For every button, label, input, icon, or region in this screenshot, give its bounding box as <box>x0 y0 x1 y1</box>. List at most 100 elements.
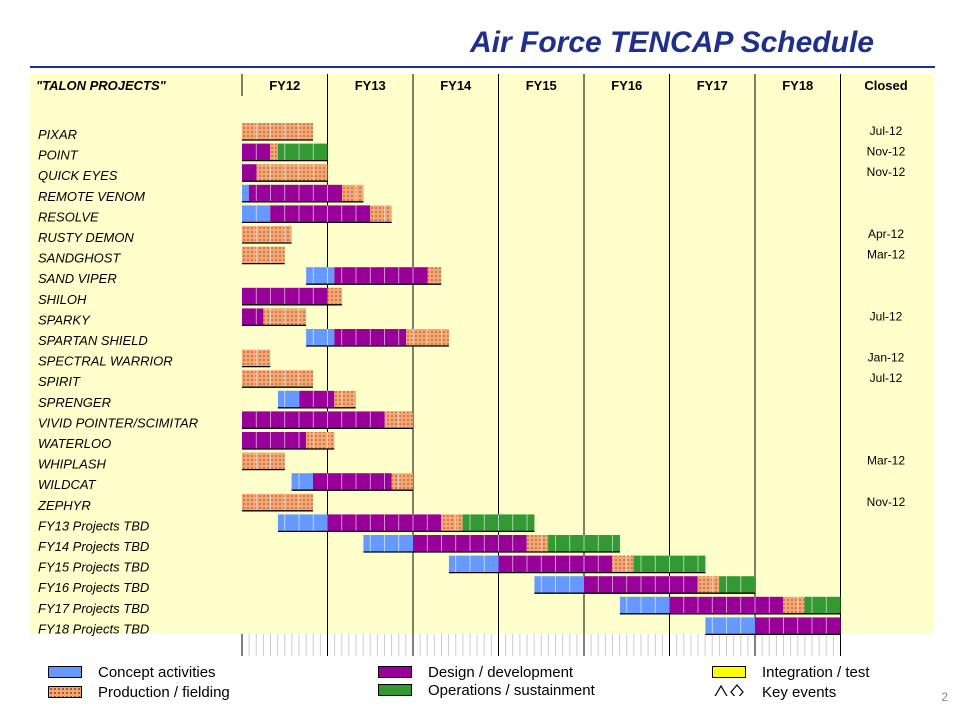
row-label: SPRENGER <box>38 395 111 410</box>
bar-production <box>242 246 285 264</box>
legend-concept-swatch <box>48 666 82 678</box>
bar-production <box>612 555 634 573</box>
bar-production <box>342 184 364 202</box>
bar-concept <box>619 596 670 614</box>
row-label: WHIPLASH <box>38 457 107 472</box>
bar-production <box>370 205 392 223</box>
bar-concept <box>534 576 584 594</box>
closed-date: Jul-12 <box>870 371 903 385</box>
row-label: WILDCAT <box>38 477 97 492</box>
closed-date: Jul-12 <box>870 124 903 138</box>
bar-production <box>697 576 720 594</box>
triangle-diamond-icon <box>714 684 744 696</box>
column-header-fy14: FY14 <box>440 78 472 93</box>
bar-production <box>242 370 313 388</box>
row-label: WATERLOO <box>38 436 111 451</box>
bar-concept <box>306 329 335 346</box>
legend-integration-swatch <box>712 666 746 678</box>
bar-concept <box>448 555 499 573</box>
page-title: Air Force TENCAP Schedule <box>470 26 874 59</box>
legend-design-label: Design / development <box>428 664 574 681</box>
page-number: 2 <box>941 690 948 704</box>
column-header-fy18: FY18 <box>782 78 813 93</box>
row-label: ZEPHYR <box>37 498 91 513</box>
bar-concept <box>277 390 300 408</box>
row-label: FY14 Projects TBD <box>38 539 149 554</box>
column-header-fy13: FY13 <box>355 78 386 93</box>
row-label: PIXAR <box>38 127 77 142</box>
legend-production-label: Production / fielding <box>98 684 230 701</box>
row-label: POINT <box>38 148 79 163</box>
closed-date: Apr-12 <box>868 227 904 241</box>
column-header-fy17: FY17 <box>697 78 728 93</box>
bar-production <box>242 452 285 470</box>
row-label: SAND VIPER <box>38 271 117 286</box>
bar-design <box>248 184 343 202</box>
row-label: FY15 Projects TBD <box>38 560 149 575</box>
row-label: QUICK EYES <box>38 168 118 183</box>
bar-production <box>242 123 313 140</box>
bar-production <box>427 267 442 285</box>
bar-design <box>270 205 371 223</box>
column-header-closed: Closed <box>864 78 907 93</box>
legend-keyevents-label: Key events <box>762 684 837 701</box>
legend-ops-swatch <box>378 684 412 696</box>
row-label: SANDGHOST <box>38 251 121 266</box>
gantt-chart-area: "TALON PROJECTS" FY12 FY13 FY14 FY15 FY16 FY17… <box>30 74 934 656</box>
bar-design <box>242 164 257 182</box>
bar-production <box>270 143 278 161</box>
bar-design <box>334 267 428 285</box>
row-label: FY16 Projects TBD <box>38 580 149 595</box>
bar-production <box>783 596 805 614</box>
bar-ops <box>719 576 755 594</box>
bar-design <box>312 473 392 491</box>
month-tick-strip <box>30 634 934 656</box>
row-label: FY17 Projects TBD <box>38 601 149 616</box>
column-header-fy16: FY16 <box>611 78 642 93</box>
legend-integration-label: Integration / test <box>762 664 870 681</box>
row-label: VIVID POINTER/SCIMITAR <box>38 415 198 430</box>
bar-ops <box>804 596 841 614</box>
bar-production <box>256 164 328 182</box>
bar-concept <box>277 514 328 532</box>
bar-production <box>526 535 549 552</box>
legend-production-swatch <box>48 686 82 698</box>
closed-date: Nov-12 <box>867 495 906 509</box>
bar-design <box>299 390 335 408</box>
bar-concept <box>306 267 335 285</box>
bar-production <box>242 226 292 243</box>
row-label: FY13 Projects TBD <box>38 518 149 533</box>
row-label: REMOTE VENOM <box>38 189 145 204</box>
bar-production <box>306 432 335 449</box>
bar-production <box>391 473 413 491</box>
closed-date: Mar-12 <box>867 248 905 262</box>
column-header-fy15: FY15 <box>526 78 557 93</box>
closed-date: Nov-12 <box>867 165 906 179</box>
bar-production <box>242 493 313 511</box>
bar-ops <box>277 143 328 161</box>
header-label: "TALON PROJECTS" <box>36 78 167 93</box>
bar-concept <box>291 473 313 491</box>
bar-design <box>242 308 264 326</box>
closed-date: Jan-12 <box>868 351 905 365</box>
bar-production <box>441 514 463 532</box>
legend-concept-label: Concept activities <box>98 664 216 681</box>
row-label: SPARKY <box>38 312 91 327</box>
row-label: SPECTRAL WARRIOR <box>38 354 173 369</box>
closed-date: Mar-12 <box>867 454 905 468</box>
legend-design-swatch <box>378 666 412 678</box>
row-label: FY18 Projects TBD <box>38 621 149 636</box>
bar-concept <box>242 184 249 202</box>
bar-concept <box>363 535 413 552</box>
column-header-fy12: FY12 <box>269 78 300 93</box>
closed-date: Nov-12 <box>867 145 906 159</box>
gantt-chart: "TALON PROJECTS" FY12 FY13 FY14 FY15 FY16 FY17… <box>30 74 934 656</box>
bar-production <box>334 390 356 408</box>
bar-production <box>327 287 343 305</box>
legend-ops-label: Operations / sustainment <box>428 682 595 699</box>
row-label: RUSTY DEMON <box>38 230 134 245</box>
row-label: SPARTAN SHIELD <box>38 333 148 348</box>
title-rule <box>30 66 935 68</box>
row-label: RESOLVE <box>38 209 99 224</box>
row-label: SPIRIT <box>38 374 81 389</box>
